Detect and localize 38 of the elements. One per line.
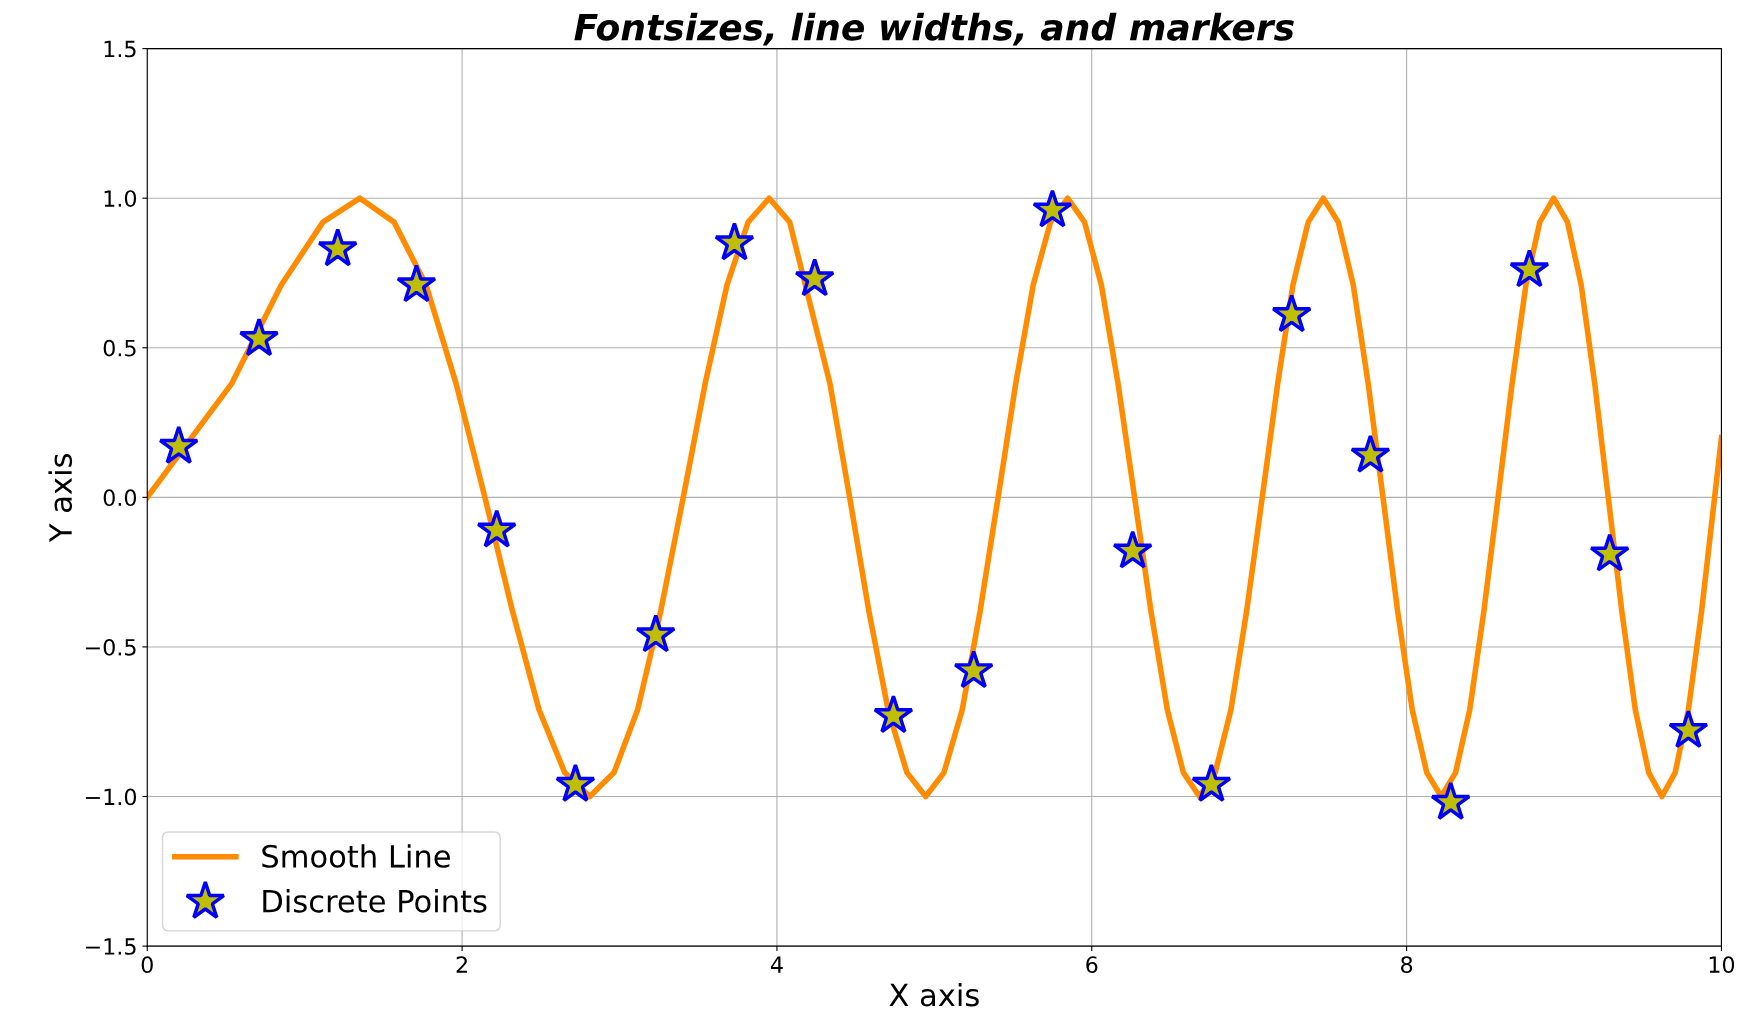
- point: [1032, 188, 1073, 228]
- x-tick-label: 10: [1709, 956, 1735, 974]
- point: [1112, 530, 1153, 569]
- point: [794, 257, 835, 297]
- point: [1509, 248, 1550, 288]
- point: [1430, 781, 1471, 820]
- y-tick-label: 1.0: [104, 190, 137, 207]
- point: [555, 763, 596, 803]
- point: [317, 227, 358, 267]
- point: [953, 649, 994, 689]
- y-tick-label: 0.5: [103, 339, 136, 357]
- x-axis-title: X axis: [889, 982, 979, 1007]
- y-tick-label: −1.5: [85, 938, 136, 955]
- point: [158, 425, 199, 464]
- point: [1668, 709, 1709, 749]
- y-tick-label: −1.0: [85, 788, 137, 806]
- x-tick-label: 0: [141, 956, 153, 974]
- legend-label: Discrete Points: [263, 889, 487, 913]
- y-tick-label: −0.5: [85, 638, 136, 656]
- x-tick-label: 4: [770, 956, 783, 973]
- x-tick-label: 6: [1086, 956, 1098, 974]
- y-tick-label: 0.0: [103, 489, 137, 507]
- legend-label: Smooth Line: [262, 844, 450, 868]
- chart-title: Fontsizes, line widths, and markers: [574, 12, 1294, 46]
- point: [873, 694, 914, 734]
- point: [476, 509, 517, 548]
- x-tick-label: 2: [456, 956, 467, 973]
- point: [238, 317, 280, 357]
- y-tick-label: 1.5: [104, 40, 136, 58]
- point: [635, 613, 676, 653]
- y-axis-title: Y axis: [48, 454, 73, 543]
- x-tick-label: 8: [1401, 956, 1413, 974]
- point: [396, 263, 437, 303]
- point: [1191, 763, 1232, 803]
- point: [1589, 533, 1630, 572]
- point: [714, 221, 755, 261]
- point: [1350, 434, 1391, 473]
- point: [1271, 293, 1312, 333]
